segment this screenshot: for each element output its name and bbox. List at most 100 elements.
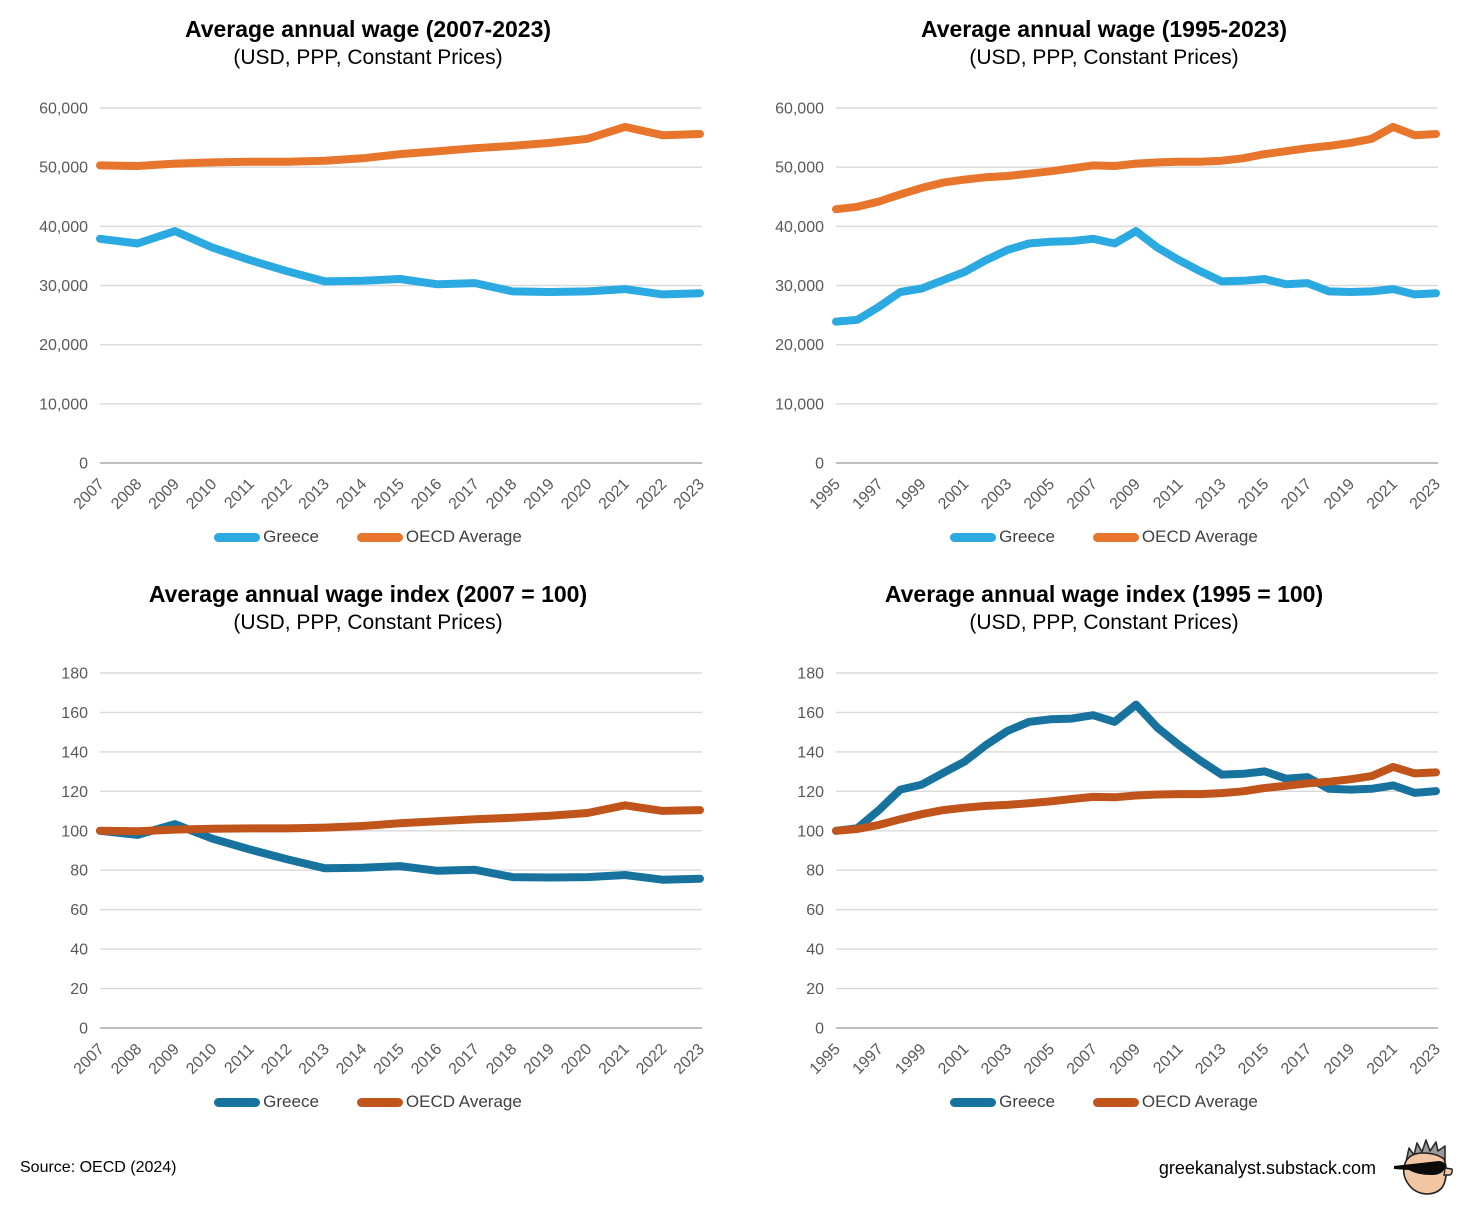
y-axis-labels: 0 20 40 60 80 100 120 140 160 180 xyxy=(797,666,824,1038)
x-tick-label: 2019 xyxy=(521,476,558,513)
site-credit: greekanalyst.substack.com xyxy=(1159,1136,1456,1200)
y-axis-labels: 0 20 40 60 80 100 120 140 160 180 xyxy=(61,666,88,1038)
x-tick-label: 2011 xyxy=(221,1041,257,1077)
x-tick-label: 2009 xyxy=(146,1041,183,1078)
x-tick-label: 2011 xyxy=(221,476,257,512)
x-tick-label: 2015 xyxy=(371,1041,408,1078)
legend-swatch-oecd xyxy=(1092,532,1139,542)
legend: Greece OECD Average xyxy=(0,1092,736,1112)
legend-swatch-oecd xyxy=(356,532,403,542)
x-tick-label: 2020 xyxy=(558,476,595,513)
y-tick-label: 80 xyxy=(70,863,88,880)
x-tick-label: 2016 xyxy=(408,476,445,513)
y-tick-label: 60 xyxy=(806,902,824,919)
y-tick-label: 20,000 xyxy=(39,337,88,354)
y-tick-label: 0 xyxy=(79,456,88,473)
x-tick-label: 2005 xyxy=(1021,476,1058,513)
line-oecd-average xyxy=(96,801,704,836)
y-axis-labels: 0 10,000 20,000 30,000 40,000 50,000 60,000 xyxy=(775,101,824,473)
x-tick-label: 2023 xyxy=(1407,1041,1444,1078)
legend-swatch-greece xyxy=(214,1097,261,1107)
x-tick-label: 2010 xyxy=(183,476,220,513)
x-tick-label: 2012 xyxy=(258,1041,295,1078)
sunglasses xyxy=(1394,1161,1446,1175)
legend-label-greece: Greece xyxy=(263,527,319,546)
x-tick-label: 2018 xyxy=(483,476,520,513)
chart-title: Average annual wage (1995-2023) xyxy=(920,16,1288,42)
y-tick-label: 50,000 xyxy=(775,160,824,177)
x-tick-label: 2011 xyxy=(1150,476,1186,512)
gridlines xyxy=(836,672,1438,1029)
legend-item-greece: Greece xyxy=(950,1092,1055,1112)
legend-item-greece: Greece xyxy=(214,1092,319,1112)
x-tick-label: 2017 xyxy=(1278,476,1315,513)
y-tick-label: 160 xyxy=(61,705,88,722)
legend-label-oecd: OECD Average xyxy=(1141,1092,1258,1111)
y-tick-label: 80 xyxy=(806,863,824,880)
y-tick-label: 40,000 xyxy=(775,219,824,236)
chart-cell-index-1995: Average annual wage index (1995 = 100) (… xyxy=(736,565,1472,1130)
x-tick-label: 2023 xyxy=(671,1041,708,1078)
line-greece xyxy=(832,700,1440,835)
y-tick-label: 100 xyxy=(797,823,824,840)
y-tick-label: 180 xyxy=(61,666,88,683)
legend-swatch-oecd xyxy=(356,1097,403,1107)
legend-label-greece: Greece xyxy=(999,1092,1055,1111)
chart-cell-wage-1995: Average annual wage (1995-2023) (USD, PP… xyxy=(736,0,1472,565)
legend-label-greece: Greece xyxy=(999,527,1055,546)
x-tick-label: 2007 xyxy=(1064,476,1101,513)
x-tick-label: 2022 xyxy=(633,1041,670,1078)
x-tick-label: 2001 xyxy=(935,476,972,513)
x-tick-label: 2008 xyxy=(108,476,145,513)
legend-swatch-greece xyxy=(950,532,997,542)
x-tick-label: 1995 xyxy=(807,476,844,513)
x-tick-label: 2007 xyxy=(71,476,108,513)
chart-subtitle: (USD, PPP, Constant Prices) xyxy=(969,611,1239,634)
x-axis-labels: 1995 1997 1999 2001 2003 2005 2007 2009 2011 2013… xyxy=(807,1041,1444,1078)
legend-swatch-greece xyxy=(950,1097,997,1107)
y-tick-label: 40 xyxy=(70,942,88,959)
x-tick-label: 1999 xyxy=(892,476,929,513)
line-greece xyxy=(832,227,1440,326)
x-tick-label: 2015 xyxy=(1235,476,1272,513)
x-tick-label: 2012 xyxy=(258,476,295,513)
y-tick-label: 60 xyxy=(70,902,88,919)
x-axis-labels: 2007 2008 2009 2010 2011 2012 2013 2014 2015 2016… xyxy=(71,476,708,513)
gridlines xyxy=(100,672,702,1029)
legend-label-oecd: OECD Average xyxy=(405,527,522,546)
legend-label-oecd: OECD Average xyxy=(1141,527,1258,546)
y-tick-label: 20 xyxy=(70,981,88,998)
x-tick-label: 2014 xyxy=(333,476,370,513)
chart-cell-index-2007: Average annual wage index (2007 = 100) (… xyxy=(0,565,736,1130)
y-tick-label: 0 xyxy=(815,456,824,473)
footer: Source: OECD (2024) greekanalyst.substac… xyxy=(0,1130,1472,1206)
x-tick-label: 2007 xyxy=(71,1041,108,1078)
y-axis-labels: 0 10,000 20,000 30,000 40,000 50,000 60,000 xyxy=(39,101,88,473)
y-tick-label: 120 xyxy=(797,784,824,801)
legend: Greece OECD Average xyxy=(736,1092,1472,1112)
site-url: greekanalyst.substack.com xyxy=(1158,1157,1376,1178)
x-tick-label: 2017 xyxy=(1278,1041,1315,1078)
y-tick-label: 160 xyxy=(797,705,824,722)
y-tick-label: 120 xyxy=(61,784,88,801)
x-tick-label: 2016 xyxy=(408,1041,445,1078)
y-tick-label: 0 xyxy=(815,1021,824,1038)
x-tick-label: 2013 xyxy=(296,476,333,513)
chart-title: Average annual wage index (1995 = 100) xyxy=(884,581,1324,607)
chart-cell-wage-2007: Average annual wage (2007-2023) (USD, PP… xyxy=(0,0,736,565)
line-oecd-average xyxy=(96,122,704,170)
line-oecd-average xyxy=(832,122,1440,214)
y-tick-label: 140 xyxy=(797,744,824,761)
chart-subtitle: (USD, PPP, Constant Prices) xyxy=(969,46,1239,69)
source-note: Source: OECD (2024) xyxy=(20,1159,177,1176)
y-tick-label: 30,000 xyxy=(775,278,824,295)
x-tick-label: 2001 xyxy=(935,1041,972,1078)
chart-title: Average annual wage (2007-2023) xyxy=(184,16,552,42)
x-tick-label: 2022 xyxy=(633,476,670,513)
x-tick-label: 2021 xyxy=(1364,1041,1401,1078)
x-tick-label: 2023 xyxy=(671,476,708,513)
y-tick-label: 20,000 xyxy=(775,337,824,354)
chart-subtitle: (USD, PPP, Constant Prices) xyxy=(233,611,503,634)
y-tick-label: 100 xyxy=(61,823,88,840)
x-tick-label: 1997 xyxy=(849,1041,886,1078)
